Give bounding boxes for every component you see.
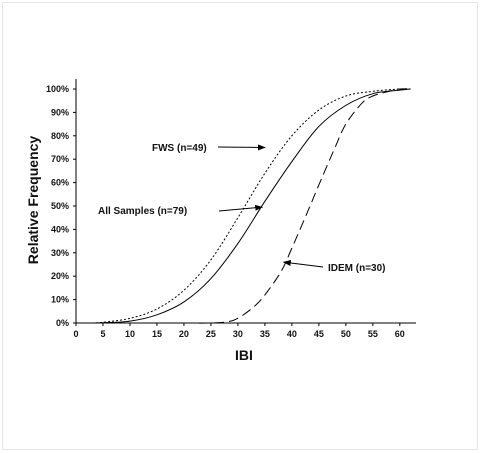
x-tick-label: 55 — [368, 329, 378, 339]
y-tick-label: 70% — [51, 154, 69, 164]
annotation-fws-arrow — [217, 144, 266, 151]
y-tick-label: 90% — [51, 107, 69, 117]
series-fws-line — [92, 88, 411, 324]
x-tick-label: 45 — [314, 329, 324, 339]
x-tick-label: 40 — [287, 329, 297, 339]
annotation-fws: FWS (n=49) — [152, 143, 207, 154]
x-tick-label: 15 — [152, 329, 162, 339]
y-tick-label: 30% — [51, 248, 69, 258]
annotation-layer: FWS (n=49) All Samples (n=79) IDEM (n=30… — [98, 143, 386, 274]
y-tick-label: 40% — [51, 224, 69, 234]
x-tick-label: 10 — [125, 329, 135, 339]
y-tick-label: 60% — [51, 178, 69, 188]
series-all-samples-line — [92, 88, 411, 324]
y-tick-label: 80% — [51, 131, 69, 141]
series-layer — [92, 88, 411, 324]
y-tick-label: 50% — [51, 201, 69, 211]
x-tick-label: 35 — [260, 329, 270, 339]
x-axis-title: IBI — [235, 347, 253, 363]
annotation-all-samples: All Samples (n=79) — [98, 206, 187, 217]
x-ticks: 0 5 10 15 20 25 30 35 40 45 50 55 60 — [73, 323, 405, 339]
x-tick-label: 5 — [100, 329, 105, 339]
y-ticks: 0% 10% 20% 30% 40% 50% 60% 70% 80% 90% 100% — [46, 84, 76, 328]
x-tick-label: 20 — [179, 329, 189, 339]
y-tick-label: 20% — [51, 271, 69, 281]
chart-frame — [2, 2, 478, 450]
annotation-idem: IDEM (n=30) — [328, 263, 386, 274]
axes — [75, 79, 416, 324]
annotation-all-samples-arrow — [218, 204, 264, 212]
x-tick-label: 0 — [73, 329, 78, 339]
x-tick-label: 50 — [341, 329, 351, 339]
y-tick-label: 0% — [56, 318, 69, 328]
series-idem-line — [183, 88, 411, 324]
x-tick-label: 60 — [395, 329, 405, 339]
annotation-idem-arrow — [282, 260, 324, 268]
x-tick-label: 25 — [206, 329, 216, 339]
y-tick-label: 100% — [46, 84, 69, 94]
y-tick-label: 10% — [51, 295, 69, 305]
x-tick-label: 30 — [233, 329, 243, 339]
y-axis-title: Relative Frequency — [25, 136, 41, 265]
